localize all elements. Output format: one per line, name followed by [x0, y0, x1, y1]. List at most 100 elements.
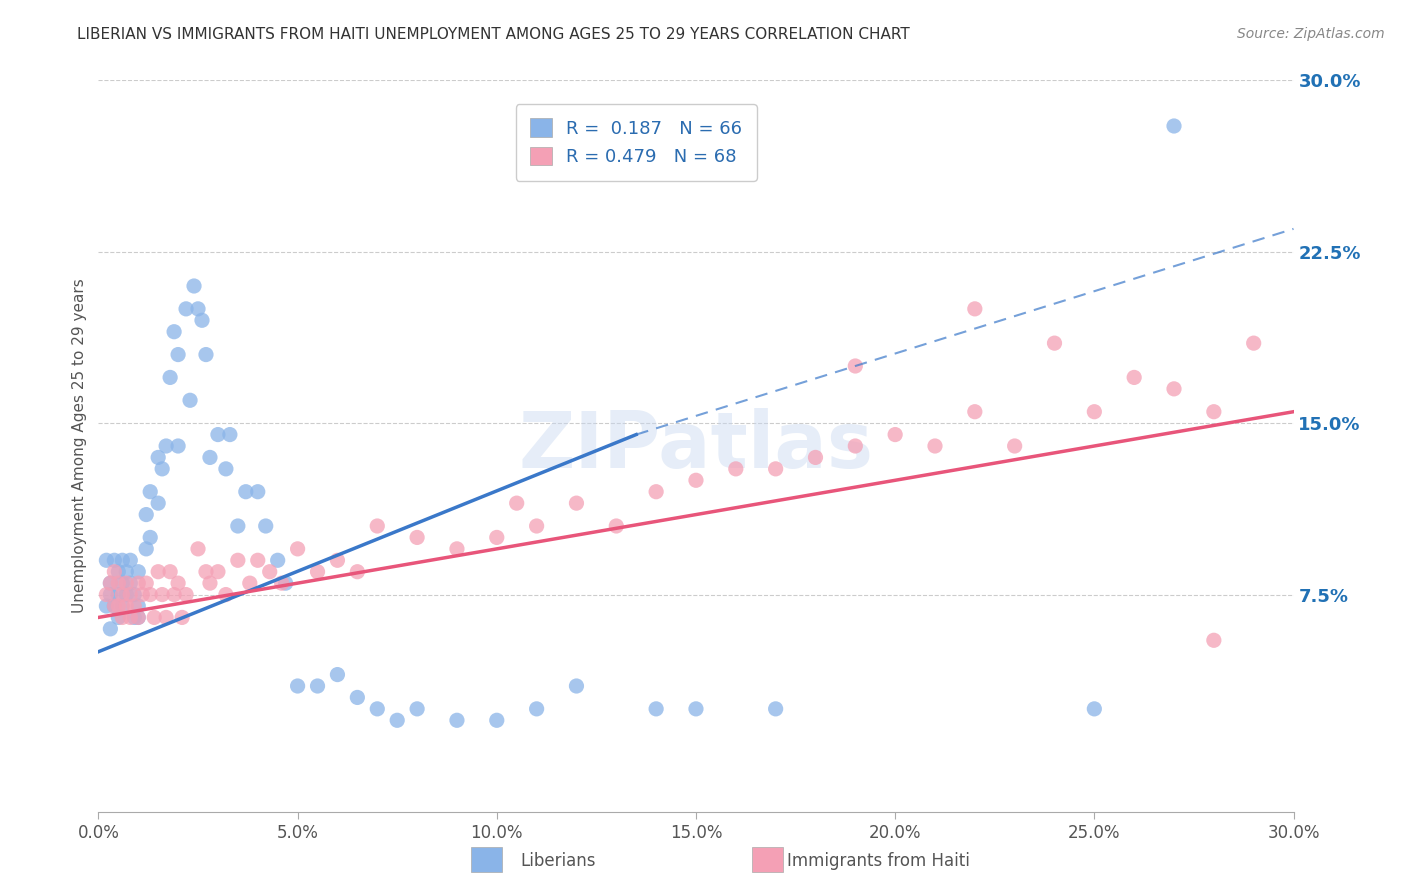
Point — [115, 599, 138, 613]
Point — [1083, 405, 1105, 419]
Point — [127, 610, 149, 624]
Text: ZIPatlas: ZIPatlas — [519, 408, 873, 484]
Point — [115, 588, 138, 602]
Point — [107, 610, 129, 624]
Point — [107, 588, 129, 602]
Point — [485, 530, 508, 544]
Point — [215, 588, 238, 602]
Point — [195, 348, 218, 362]
Point — [485, 714, 508, 728]
Point — [274, 576, 297, 591]
Point — [111, 576, 134, 591]
Point — [148, 496, 170, 510]
Point — [526, 702, 548, 716]
Point — [1202, 405, 1225, 419]
Point — [183, 279, 205, 293]
Text: LIBERIAN VS IMMIGRANTS FROM HAITI UNEMPLOYMENT AMONG AGES 25 TO 29 YEARS CORRELA: LIBERIAN VS IMMIGRANTS FROM HAITI UNEMPL… — [77, 27, 910, 42]
Point — [179, 393, 201, 408]
Point — [107, 576, 129, 591]
Point — [131, 588, 153, 602]
Point — [135, 541, 157, 556]
Point — [844, 359, 866, 373]
Point — [139, 530, 162, 544]
Point — [127, 599, 149, 613]
Point — [103, 565, 125, 579]
Point — [346, 565, 368, 579]
Point — [167, 348, 190, 362]
Point — [765, 462, 787, 476]
Point — [226, 519, 249, 533]
Point — [326, 667, 349, 681]
Point — [111, 610, 134, 624]
Point — [239, 576, 262, 591]
Point — [124, 588, 146, 602]
Point — [98, 576, 122, 591]
Point — [307, 565, 329, 579]
Text: Immigrants from Haiti: Immigrants from Haiti — [787, 852, 970, 870]
Point — [96, 553, 118, 567]
Point — [111, 599, 134, 613]
Point — [254, 519, 277, 533]
Point — [1083, 702, 1105, 716]
Point — [246, 553, 269, 567]
Point — [172, 610, 194, 624]
Point — [198, 450, 221, 465]
Point — [127, 576, 149, 591]
Point — [98, 588, 122, 602]
Point — [1004, 439, 1026, 453]
Point — [326, 553, 349, 567]
Point — [366, 702, 388, 716]
Point — [884, 427, 907, 442]
Point — [187, 301, 209, 316]
Point — [96, 588, 118, 602]
Legend: R =  0.187   N = 66, R = 0.479   N = 68: R = 0.187 N = 66, R = 0.479 N = 68 — [516, 104, 756, 180]
Point — [115, 576, 138, 591]
Point — [148, 565, 170, 579]
Point — [215, 462, 238, 476]
Point — [111, 588, 134, 602]
Point — [246, 484, 269, 499]
Point — [645, 702, 668, 716]
Point — [565, 496, 588, 510]
Point — [159, 370, 181, 384]
Point — [143, 610, 166, 624]
Point — [135, 576, 157, 591]
Point — [135, 508, 157, 522]
Point — [174, 588, 197, 602]
Point — [103, 553, 125, 567]
Point — [207, 565, 229, 579]
Point — [804, 450, 827, 465]
Point — [1163, 119, 1185, 133]
Point — [124, 610, 146, 624]
Point — [107, 565, 129, 579]
Point — [406, 530, 429, 544]
Point — [120, 576, 142, 591]
Point — [385, 714, 409, 728]
Point — [163, 325, 186, 339]
Point — [98, 622, 122, 636]
Point — [187, 541, 209, 556]
Point — [159, 565, 181, 579]
Point — [207, 427, 229, 442]
Point — [565, 679, 588, 693]
Point — [446, 541, 468, 556]
Point — [645, 484, 668, 499]
Point — [287, 541, 309, 556]
Point — [148, 450, 170, 465]
Point — [1043, 336, 1066, 351]
Point — [150, 462, 173, 476]
Point — [120, 553, 142, 567]
Point — [96, 599, 118, 613]
Point — [270, 576, 292, 591]
Point — [198, 576, 221, 591]
Point — [506, 496, 529, 510]
Point — [1243, 336, 1265, 351]
Point — [1202, 633, 1225, 648]
Point — [1163, 382, 1185, 396]
Point — [127, 610, 149, 624]
Point — [107, 599, 129, 613]
Point — [111, 553, 134, 567]
Point — [191, 313, 214, 327]
Point — [120, 610, 142, 624]
Point — [924, 439, 946, 453]
